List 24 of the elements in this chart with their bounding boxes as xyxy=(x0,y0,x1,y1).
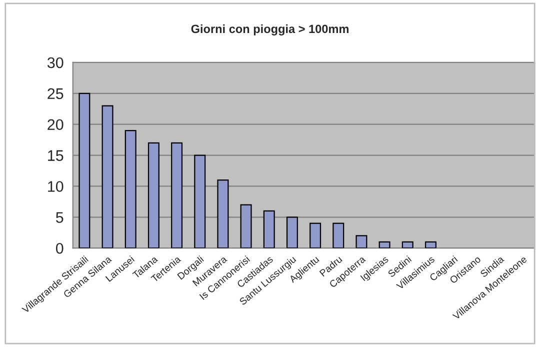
bar xyxy=(310,222,322,248)
bar xyxy=(124,130,136,248)
y-tick-label: 5 xyxy=(56,212,64,223)
y-tick-label: 25 xyxy=(48,88,64,100)
bar xyxy=(171,142,183,248)
bar xyxy=(402,241,414,248)
chart-title: Giorni con pioggia > 100mm xyxy=(191,24,348,36)
bar xyxy=(332,222,344,248)
y-tick-label: 30 xyxy=(47,57,64,68)
bar xyxy=(286,216,298,248)
bar xyxy=(356,235,368,248)
bar xyxy=(424,241,436,248)
y-tick-label: 15 xyxy=(48,150,64,161)
bar xyxy=(148,142,160,248)
y-tick-label: 10 xyxy=(48,181,64,192)
bar xyxy=(240,204,252,248)
bar xyxy=(217,179,229,248)
y-tick-label: 20 xyxy=(48,119,64,130)
bar xyxy=(378,241,390,248)
y-tick-label: 0 xyxy=(56,242,64,254)
bar xyxy=(194,154,206,248)
bar xyxy=(263,210,275,248)
bar xyxy=(102,105,114,248)
bar xyxy=(78,92,90,248)
